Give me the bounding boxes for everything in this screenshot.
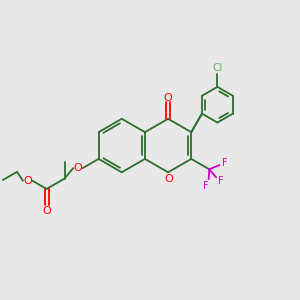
Text: O: O <box>42 206 51 216</box>
Text: O: O <box>23 176 32 186</box>
Text: Cl: Cl <box>212 63 223 73</box>
Text: O: O <box>164 174 173 184</box>
Text: F: F <box>218 176 224 186</box>
Text: O: O <box>164 93 172 103</box>
Text: O: O <box>73 163 82 173</box>
Text: F: F <box>222 158 227 168</box>
Text: F: F <box>203 181 209 191</box>
